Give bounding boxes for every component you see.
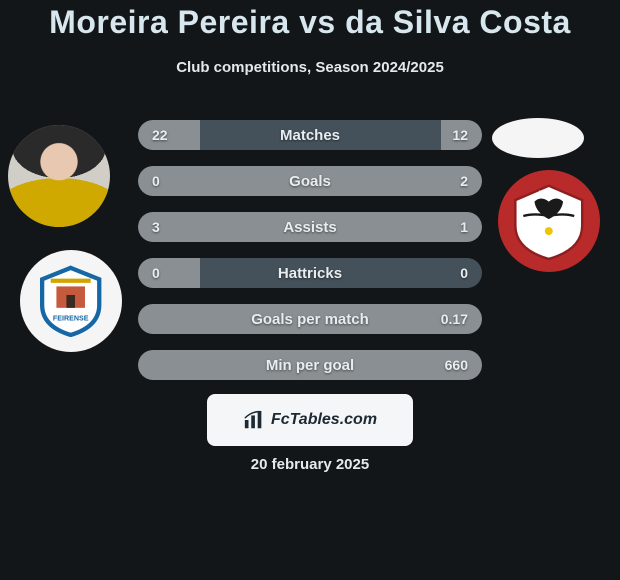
stat-label: Hattricks: [138, 258, 482, 288]
player2-club-crest: U D O: [498, 170, 600, 272]
stat-row-gpm: 0.17Goals per match: [138, 304, 482, 334]
player2-avatar-ellipse: [492, 118, 584, 158]
stat-row-matches: 2212Matches: [138, 120, 482, 150]
svg-text:FEIRENSE: FEIRENSE: [53, 315, 89, 323]
stat-label: Matches: [138, 120, 482, 150]
title-vs: vs: [299, 4, 336, 40]
feirense-crest-icon: FEIRENSE: [35, 265, 106, 336]
watermark-badge[interactable]: FcTables.com: [207, 394, 413, 446]
stat-label: Min per goal: [138, 350, 482, 380]
title-player2: da Silva Costa: [345, 4, 571, 40]
player1-club-crest: FEIRENSE: [20, 250, 122, 352]
page-title: Moreira Pereira vs da Silva Costa: [0, 4, 620, 41]
svg-text:U D O: U D O: [539, 190, 559, 198]
stat-row-assists: 31Assists: [138, 212, 482, 242]
stat-row-goals: 02Goals: [138, 166, 482, 196]
stat-label: Goals: [138, 166, 482, 196]
title-player1: Moreira Pereira: [49, 4, 290, 40]
stat-label: Goals per match: [138, 304, 482, 334]
stat-row-mpg: 660Min per goal: [138, 350, 482, 380]
player1-avatar: [8, 125, 110, 227]
stat-label: Assists: [138, 212, 482, 242]
oliveirense-crest-icon: U D O: [509, 181, 589, 261]
fctables-logo-icon: [243, 409, 265, 431]
stat-row-hattricks: 00Hattricks: [138, 258, 482, 288]
subtitle: Club competitions, Season 2024/2025: [0, 59, 620, 76]
watermark-label: FcTables.com: [271, 411, 377, 429]
date-text: 20 february 2025: [0, 456, 620, 473]
stats-bars: 2212Matches 02Goals 31Assists 00Hattricks 0.…: [138, 120, 482, 396]
